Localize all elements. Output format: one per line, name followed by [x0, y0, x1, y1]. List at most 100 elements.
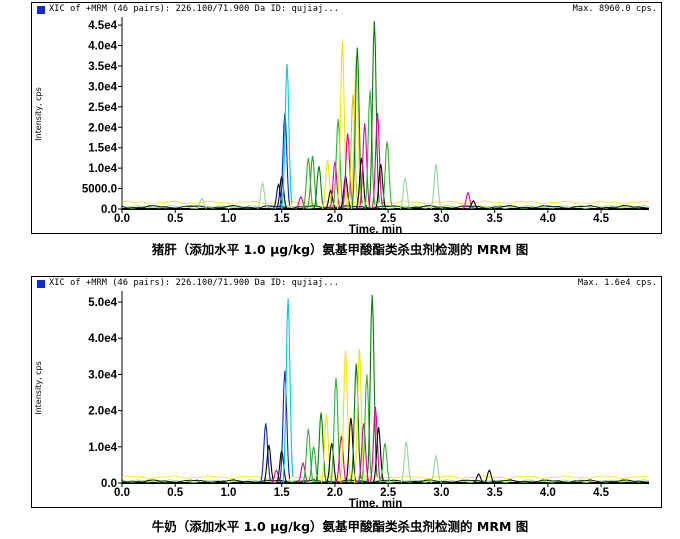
series-color-square — [37, 280, 45, 288]
baseline-trace — [121, 475, 650, 480]
chromatogram-peak — [335, 435, 347, 483]
x-tick-label: 1.5 — [274, 213, 291, 225]
series-color-square — [37, 6, 45, 14]
x-tick-label: 2.0 — [327, 487, 343, 499]
y-tick-label: 2.0e4 — [88, 122, 117, 134]
y-tick-label: 2.5e4 — [88, 102, 117, 114]
x-tick-label: 4.0 — [540, 213, 556, 225]
max-intensity-label: Max. 8960.0 cps. — [572, 4, 657, 14]
chromatogram-panel-top: XIC of +MRM (46 pairs): 226.100/71.900 D… — [31, 2, 662, 234]
chromatogram-peak — [400, 441, 412, 483]
chromatogram-peak — [366, 294, 378, 483]
y-axis-title: Intensity, cps — [34, 361, 43, 415]
chromatogram-peak — [372, 112, 383, 209]
y-axis-title: Intensity, cps — [34, 87, 43, 141]
x-tick-label: 0.5 — [167, 487, 184, 499]
chromatogram-peak — [361, 374, 373, 483]
x-tick-label: 3.0 — [433, 213, 449, 225]
x-tick-label: 1.0 — [220, 213, 236, 225]
y-tick-label: 4.5e4 — [88, 20, 117, 32]
chromatogram-peak — [332, 119, 344, 209]
x-axis-title: Time, min — [349, 224, 402, 233]
x-tick-label: 2.5 — [380, 487, 397, 499]
panel-header-title: XIC of +MRM (46 pairs): 226.100/71.900 D… — [49, 278, 340, 288]
chromatogram-panel-bottom: XIC of +MRM (46 pairs): 226.100/71.900 D… — [31, 276, 662, 508]
chromatogram-peak — [370, 406, 381, 483]
y-tick-label: 5000.0 — [82, 184, 117, 196]
chromatogram-peak — [359, 123, 371, 209]
x-tick-label: 4.0 — [540, 487, 556, 499]
chromatogram-peak — [381, 141, 393, 209]
chromatogram-peak — [273, 182, 284, 209]
chromatogram-peak — [345, 417, 357, 483]
x-tick-label: 0.5 — [167, 213, 184, 225]
chromatogram-peak — [330, 377, 342, 483]
y-tick-label: 0.0 — [101, 478, 117, 490]
chromatogram-peak — [467, 199, 479, 210]
y-tick-label: 1.5e4 — [88, 143, 117, 155]
y-tick-label: 2.0e4 — [88, 406, 117, 418]
chromatogram-peak — [271, 469, 282, 483]
chromatogram-plot-bottom: 0.0 1.0e4 2.0e4 3.0e4 4.0e4 5.0e4 0.0 0.5 1.0 1.5… — [34, 291, 650, 507]
panel-header: XIC of +MRM (46 pairs): 226.100/71.900 D… — [32, 277, 661, 290]
chromatogram-peak — [430, 164, 442, 209]
baseline-trace — [121, 204, 650, 210]
chromatogram-peak — [350, 55, 362, 209]
chromatogram-peak — [302, 428, 314, 483]
baseline-trace — [121, 479, 650, 484]
panel-header-title: XIC of +MRM (46 pairs): 226.100/71.900 D… — [49, 4, 340, 14]
y-tick-label: 3.0e4 — [88, 369, 117, 381]
chromatogram-peak — [282, 298, 294, 483]
x-tick-label: 2.0 — [327, 213, 343, 225]
chromatogram-peak — [364, 90, 376, 209]
chromatogram-peak — [373, 426, 384, 483]
x-tick-label: 0.0 — [114, 487, 130, 499]
chromatogram-peak — [313, 165, 325, 209]
x-tick-label: 4.5 — [593, 213, 610, 225]
chromatogram-peak — [276, 176, 288, 209]
chromatogram-peak — [473, 473, 484, 484]
x-tick-label: 1.0 — [220, 487, 236, 499]
x-tick-label: 4.5 — [593, 487, 610, 499]
chromatogram-peak — [297, 461, 309, 483]
x-tick-label: 3.0 — [433, 487, 449, 499]
chromatogram-peak — [279, 370, 291, 483]
chromatogram-peak — [307, 155, 318, 209]
chromatogram-peak — [379, 443, 391, 483]
y-tick-label: 3.0e4 — [88, 81, 117, 93]
x-tick-label: 3.5 — [487, 487, 504, 499]
chromatogram-peak — [368, 20, 380, 209]
chromatogram-peak — [281, 63, 293, 209]
x-axis-title: Time, min — [349, 498, 402, 507]
x-tick-label: 1.5 — [274, 487, 291, 499]
chromatogram-peak — [358, 423, 370, 483]
chromatogram-peak — [347, 94, 359, 209]
y-tick-label: 4.0e4 — [88, 333, 117, 345]
x-tick-label: 2.5 — [380, 213, 397, 225]
y-tick-label: 3.5e4 — [88, 61, 117, 73]
chromatogram-peak — [354, 349, 365, 483]
figure-caption-top: 猪肝（添加水平 1.0 μg/kg）氨基甲酸酯类杀虫剂检测的 MRM 图 — [151, 242, 529, 257]
max-intensity-label: Max. 1.6e4 cps. — [577, 278, 657, 288]
y-tick-label: 5.0e4 — [88, 297, 117, 309]
x-tick-label: 3.5 — [487, 213, 504, 225]
panel-header: XIC of +MRM (46 pairs): 226.100/71.900 D… — [32, 3, 661, 16]
chromatogram-peak — [326, 443, 338, 483]
chromatogram-peak — [302, 157, 314, 209]
chromatogram-peak — [257, 180, 268, 209]
baseline-trace — [121, 479, 650, 484]
chromatogram-peak — [276, 450, 288, 483]
chromatogram-peak — [340, 350, 351, 483]
chromatogram-peak — [263, 444, 275, 483]
chromatogram-peak — [342, 133, 354, 209]
chromatogram-peak — [315, 412, 327, 483]
y-tick-label: 4.0e4 — [88, 41, 117, 53]
chromatogram-peak — [196, 197, 207, 210]
figure-caption-bottom: 牛奶（添加水平 1.0 μg/kg）氨基甲酸酯类杀虫剂检测的 MRM 图 — [151, 519, 529, 534]
chromatogram-peak — [260, 423, 272, 483]
chromatogram-peak — [308, 446, 319, 483]
y-tick-label: 1.0e4 — [88, 442, 117, 454]
baseline-trace — [121, 200, 650, 205]
chromatogram-peak — [430, 453, 442, 483]
chromatogram-peak — [356, 157, 367, 209]
